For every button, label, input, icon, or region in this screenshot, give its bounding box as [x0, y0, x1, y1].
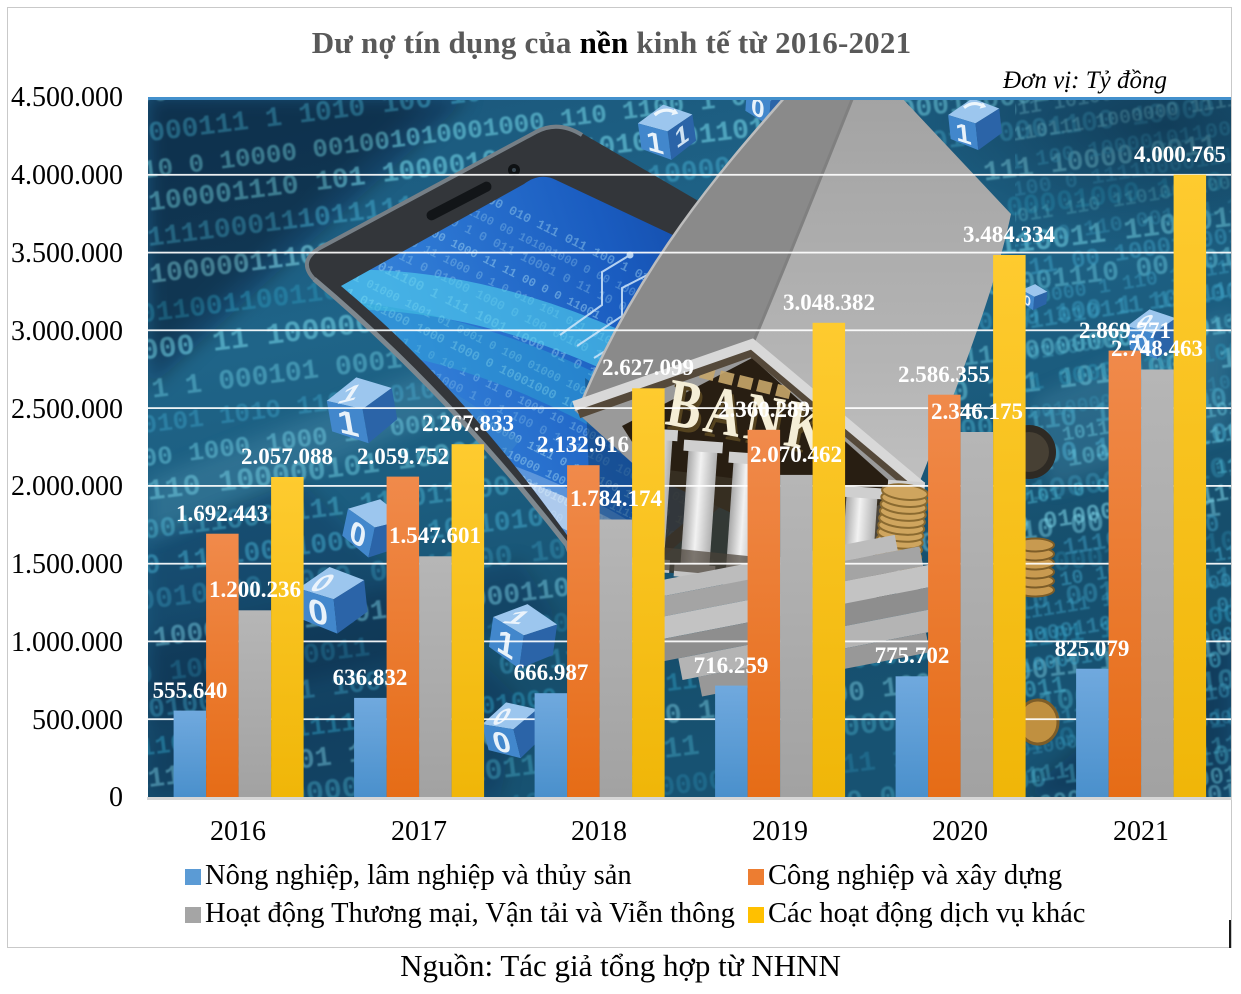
svg-text:1: 1 [673, 116, 690, 154]
svg-text:666.987: 666.987 [514, 660, 589, 685]
svg-text:0: 0 [750, 97, 765, 126]
svg-text:2.057.088: 2.057.088 [241, 444, 333, 469]
svg-text:4.000.765: 4.000.765 [1134, 142, 1226, 167]
svg-text:775.702: 775.702 [875, 643, 950, 668]
svg-text:0: 0 [1023, 291, 1032, 310]
svg-text:0: 0 [306, 590, 330, 634]
svg-text:555.640: 555.640 [153, 678, 228, 703]
svg-text:636.832: 636.832 [333, 665, 408, 690]
svg-text:1.784.174: 1.784.174 [570, 486, 663, 511]
svg-text:1.200.236: 1.200.236 [209, 577, 301, 602]
svg-text:3.048.382: 3.048.382 [783, 290, 875, 315]
svg-text:2.070.462: 2.070.462 [750, 442, 842, 467]
svg-text:2.869.771: 2.869.771 [1079, 318, 1171, 343]
svg-text:1: 1 [644, 125, 665, 161]
svg-text:2.059.752: 2.059.752 [357, 444, 449, 469]
svg-text:1.692.443: 1.692.443 [176, 501, 268, 526]
svg-text:2.627.099: 2.627.099 [602, 355, 694, 380]
svg-text:2.346.175: 2.346.175 [931, 399, 1023, 424]
svg-text:3.484.334: 3.484.334 [963, 222, 1056, 247]
svg-text:2.267.833: 2.267.833 [422, 411, 514, 436]
svg-text:2.748.463: 2.748.463 [1111, 336, 1203, 361]
svg-text:825.079: 825.079 [1055, 636, 1130, 661]
svg-text:2.586.355: 2.586.355 [898, 362, 990, 387]
svg-text:1: 1 [954, 116, 972, 150]
svg-text:716.259: 716.259 [694, 653, 769, 678]
svg-text:1: 1 [495, 621, 517, 669]
svg-text:0: 0 [347, 512, 369, 556]
svg-text:2.132.916: 2.132.916 [537, 432, 629, 457]
svg-text:1.547.601: 1.547.601 [389, 523, 481, 548]
svg-text:2.360.289: 2.360.289 [718, 397, 810, 422]
